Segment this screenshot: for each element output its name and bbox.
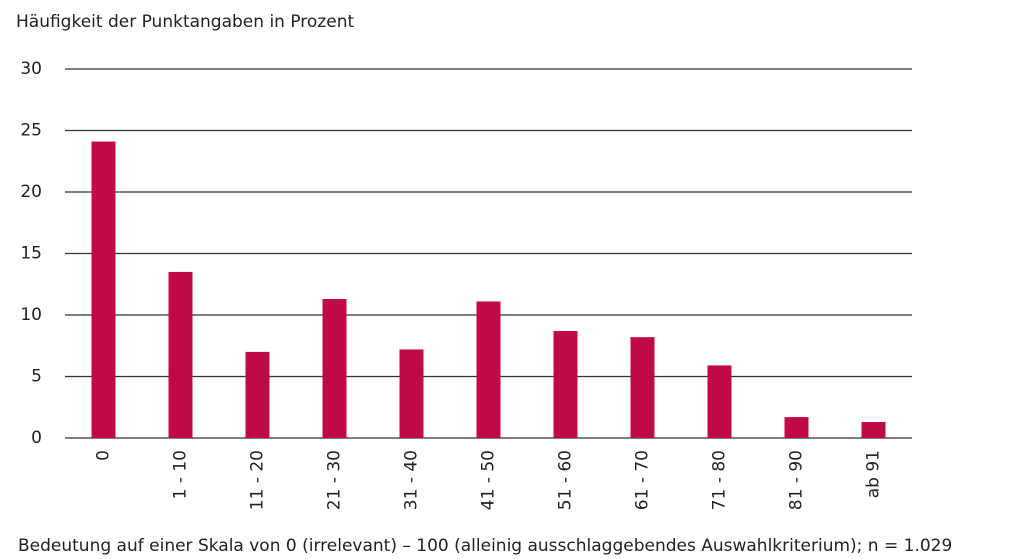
chart-title: Häufigkeit der Punktangaben in Prozent xyxy=(16,12,354,32)
bar xyxy=(553,330,578,438)
bar xyxy=(707,365,732,438)
bar xyxy=(476,301,501,438)
bar xyxy=(168,271,193,438)
x-tick-label: ab 91 xyxy=(864,450,884,498)
bar xyxy=(399,349,424,438)
x-tick-label: 0 xyxy=(94,450,114,461)
x-tick-label: 11 - 20 xyxy=(248,450,268,510)
y-tick-label: 15 xyxy=(20,244,42,264)
x-tick-label: 21 - 30 xyxy=(325,450,345,510)
bar xyxy=(630,337,655,438)
x-axis-label: Bedeutung auf einer Skala von 0 (irrelev… xyxy=(18,536,952,556)
y-tick-label: 20 xyxy=(20,182,42,202)
x-tick-label: 71 - 80 xyxy=(710,450,730,510)
y-tick-label: 0 xyxy=(31,428,42,448)
y-tick-label: 25 xyxy=(20,121,42,141)
bar xyxy=(245,351,270,438)
x-tick-label: 61 - 70 xyxy=(633,450,653,510)
x-tick-label: 1 - 10 xyxy=(171,450,191,499)
x-tick-label: 51 - 60 xyxy=(556,450,576,510)
x-tick-label: 81 - 90 xyxy=(787,450,807,510)
y-tick-label: 5 xyxy=(31,367,42,387)
bar xyxy=(784,417,809,438)
bar xyxy=(861,422,886,438)
y-tick-label: 30 xyxy=(20,59,42,79)
x-tick-label: 41 - 50 xyxy=(479,450,499,510)
y-tick-label: 10 xyxy=(20,305,42,325)
bar xyxy=(322,299,347,438)
x-tick-label: 31 - 40 xyxy=(402,450,422,510)
bar xyxy=(91,141,116,438)
